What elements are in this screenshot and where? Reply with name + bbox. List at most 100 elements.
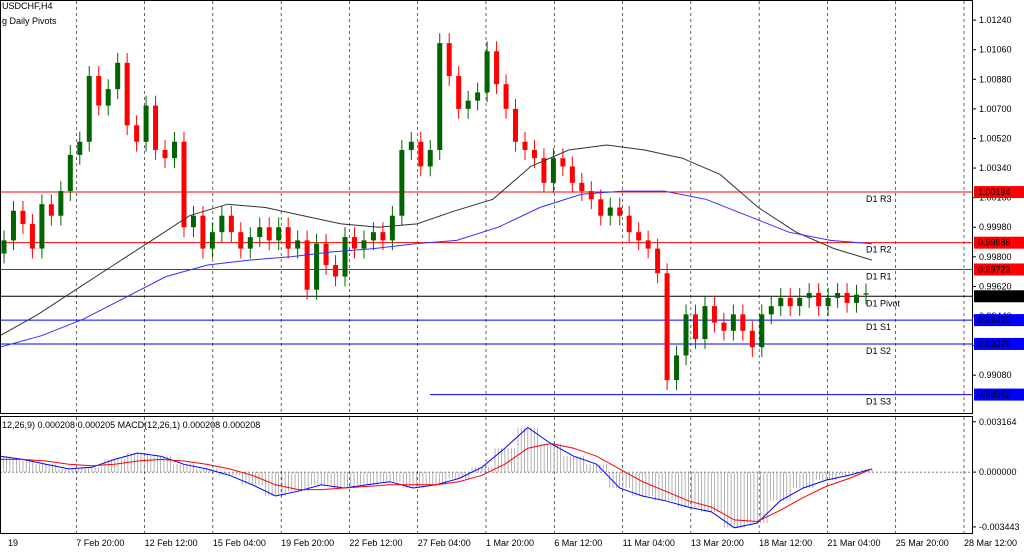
macd-frame [0,416,973,534]
x-tick-label: 6 Mar 12:00 [554,538,602,548]
y-tick-label: 1.01240 [979,15,1012,25]
y-tick-label: 0.003164 [979,417,1017,427]
candle-body [228,215,234,233]
price-tag-label: 0.99723 [978,264,1011,274]
x-tick-label: 19 [8,538,18,548]
x-tick-label: 15 Feb 04:00 [213,538,266,548]
candle-body [437,43,443,150]
candle-body [787,297,793,307]
candle-body [749,330,755,348]
candle-body [711,306,717,323]
y-tick-label: 1.00880 [979,74,1012,84]
y-tick-label: 0.99800 [979,252,1012,262]
x-tick-label: 19 Feb 20:00 [281,538,334,548]
candle-body [408,141,414,150]
pivot-label: D1 R3 [866,194,892,204]
candle-body [692,314,698,340]
candle-body [617,207,623,216]
candle-body [361,240,367,249]
moving-average-line [0,190,873,348]
main-frame [0,0,973,414]
candle-body [238,232,244,249]
y-tick-label: 1.00520 [979,133,1012,143]
macd-pane: 0.003164 0.000000 -0.003443 [0,417,1020,533]
candle-body [190,215,196,228]
indicator-name: g Daily Pivots [2,16,57,26]
x-tick-label: 13 Mar 20:00 [691,538,744,548]
candle-body [664,273,670,381]
candle-body [778,297,784,307]
candle-body [835,292,841,298]
price-tag [974,290,1024,303]
candle-body [314,243,320,290]
x-tick-label: 28 Mar 12:00 [964,538,1017,548]
candle-body [96,75,102,106]
price-tag [974,388,1024,401]
y-tick-label: 1.00700 [979,104,1012,114]
candle-body [58,191,64,216]
candle-body [20,210,26,224]
candle-body [10,210,16,241]
candle-body [48,204,54,216]
candle-body [759,314,765,348]
candle-body [266,227,272,241]
pivot-label: D1 S3 [866,397,891,407]
x-tick-label: 18 Mar 12:00 [759,538,812,548]
price-tag-label: 0.98962 [978,390,1011,400]
price-tag [974,263,1024,276]
candle-body [276,227,282,241]
candle-body [503,84,509,109]
candle-body [209,232,215,249]
candle-body [721,322,727,331]
candle-body [569,166,575,183]
chart-title: USDCHF,H4 [2,1,53,11]
candle-body [39,204,45,249]
pivot-label: D1 R2 [866,245,892,255]
candle-body [351,237,357,249]
price-tag-label: 1.00194 [978,187,1011,197]
candle-body [153,105,159,150]
candle-body [115,62,121,90]
candle-body [806,292,812,298]
main-pane: 1.01240 1.01060 1.00880 1.00700 1.00520 1.003… [0,1,1024,413]
candle-body [219,215,225,233]
candle-body [380,232,386,241]
candle-body [560,158,566,167]
candle-body [446,43,452,76]
x-tick-label: 1 Mar 20:00 [486,538,534,548]
y-tick-label: 0.000000 [979,467,1017,477]
pivot-label: D1 R1 [866,271,892,281]
macd-header: 12,26,9) 0.000208 0.000205 MACD(12,26,1)… [2,420,261,430]
candle-body [674,355,680,381]
candle-body [285,227,291,249]
candle-body [172,141,178,159]
candle-body [427,149,433,167]
price-tag-label: 0.99578 [978,291,1011,301]
candle-body [465,100,471,109]
candle-body [200,215,206,249]
y-tick-label: 0.99620 [979,281,1012,291]
candle-body [162,149,168,159]
candle-body [607,207,613,216]
candle-body [740,314,746,331]
price-tag [974,236,1024,249]
candle-body [304,240,310,290]
moving-average-line [0,144,873,337]
candle-body [333,265,339,277]
candle-body [636,232,642,241]
candle-body [67,154,73,192]
candle-body [418,141,424,167]
candle-body [550,158,556,183]
price-tag [974,314,1024,327]
y-tick-label: 0.99980 [979,222,1012,232]
candle-body [522,141,528,150]
candle-body [541,158,547,183]
price-tag [974,337,1024,350]
candle-body [257,227,263,238]
candle-body [655,248,661,274]
candle-body [513,108,519,142]
candle-body [295,240,301,249]
candle-body [702,306,708,340]
candle-body [29,223,35,249]
